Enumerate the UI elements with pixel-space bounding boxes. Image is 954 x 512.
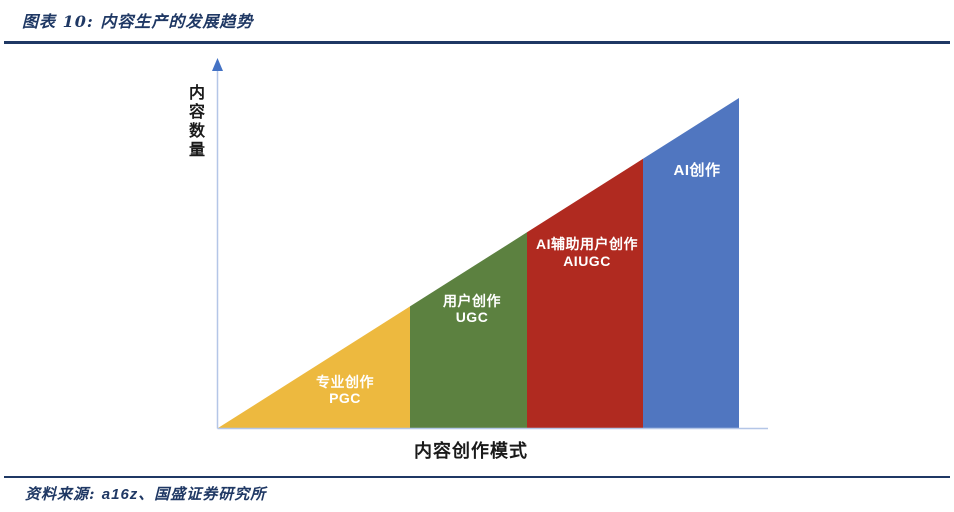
- segment-ai: [643, 98, 739, 428]
- segment-pgc: [218, 306, 410, 428]
- source-note-a16z: a16z: [101, 486, 139, 503]
- source-note: 资料来源: a16z、国盛证券研究所: [25, 483, 266, 504]
- segment-label-aiugc-abbr: AIUGC: [563, 253, 611, 269]
- segment-label-pgc-abbr: PGC: [329, 390, 361, 406]
- source-rule: [4, 476, 950, 478]
- y-axis-label: 内容数量: [186, 84, 203, 160]
- segment-label-pgc-name: 专业创作: [316, 374, 374, 390]
- source-note-org: 、国盛证券研究所: [138, 485, 267, 503]
- source-note-label: 资料来源:: [25, 485, 102, 503]
- figure-title: 图表 10: 内容生产的发展趋势: [22, 12, 254, 31]
- title-rule: [4, 41, 950, 44]
- segment-label-ugc-abbr: UGC: [456, 309, 489, 325]
- segment-label-ugc-name: 用户创作: [443, 293, 501, 309]
- x-axis-label: 内容创作模式: [414, 441, 528, 461]
- segment-label-ai-name: AI创作: [673, 161, 720, 179]
- segment-label-aiugc-name: AI辅助用户创作: [536, 236, 638, 252]
- segment-ugc: [410, 232, 527, 428]
- y-axis-arrow-icon: [212, 58, 223, 71]
- segment-aiugc: [527, 158, 643, 429]
